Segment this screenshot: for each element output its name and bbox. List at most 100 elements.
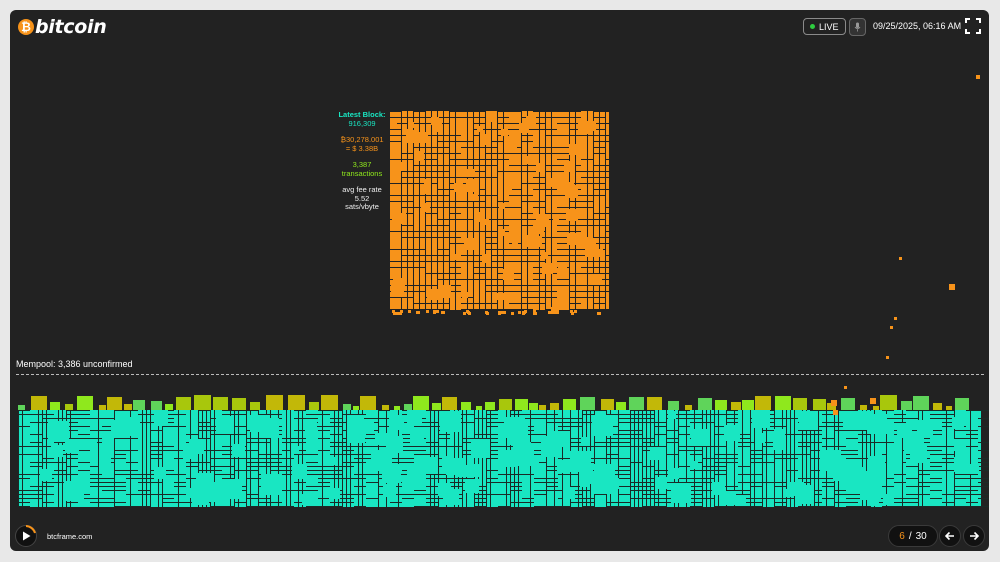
block-grid-line	[467, 111, 468, 310]
block-tx-square	[522, 235, 534, 247]
mempool-grid-line	[978, 486, 989, 487]
mempool-grid-line	[546, 418, 558, 419]
block-grid-line	[581, 273, 593, 274]
block-grid-line	[605, 243, 611, 244]
mempool-grid-line	[690, 498, 702, 499]
mempool-grid-line	[762, 498, 774, 499]
block-grid-line	[497, 249, 509, 250]
mempool-grid-line	[66, 418, 78, 419]
mempool-grid-line	[102, 502, 114, 503]
mempool-grid-line	[966, 474, 978, 475]
mempool-grid-line	[642, 410, 654, 411]
mempool-grid-line	[618, 430, 630, 431]
mempool-grid-line	[666, 442, 678, 443]
mempool-grid-line	[762, 430, 774, 431]
block-tx-square	[426, 310, 429, 313]
block-grid-line	[437, 123, 449, 124]
block-grid-line	[485, 159, 497, 160]
block-grid-line	[389, 111, 390, 310]
block-grid-line	[521, 153, 533, 154]
mempool-grid-line	[54, 418, 66, 419]
mempool-grid-line	[594, 458, 606, 459]
mempool-tx-square	[40, 469, 52, 481]
mempool-grid-line	[30, 442, 42, 443]
mempool-grid-line	[30, 434, 42, 435]
mempool-tx-high-fee	[213, 397, 228, 410]
site-url[interactable]: btcframe.com	[47, 532, 93, 541]
mempool-grid-line	[210, 458, 222, 459]
block-grid-line	[533, 117, 545, 118]
mempool-grid-line	[966, 502, 978, 503]
block-tx-square	[417, 311, 420, 314]
mempool-grid-line	[30, 486, 42, 487]
block-grid-line	[593, 195, 605, 196]
mempool-grid-line	[918, 482, 930, 483]
mempool-tx-square	[410, 431, 424, 445]
block-grid-line	[425, 225, 437, 226]
mempool-grid-line	[162, 426, 174, 427]
play-button[interactable]	[15, 525, 37, 547]
mempool-grid-line	[702, 490, 714, 491]
block-grid-line	[461, 201, 473, 202]
mempool-grid-line	[930, 414, 942, 415]
block-tx-square	[522, 312, 525, 315]
block-grid-line	[593, 171, 605, 172]
live-button[interactable]: LIVE	[803, 18, 846, 35]
mempool-grid-line	[306, 506, 318, 507]
block-grid-line	[497, 111, 498, 310]
mempool-grid-line	[330, 470, 342, 471]
block-grid-line	[557, 255, 569, 256]
block-grid-line	[605, 213, 611, 214]
mempool-grid-line	[810, 430, 822, 431]
block-grid-line	[533, 201, 545, 202]
mempool-grid-line	[618, 486, 630, 487]
mempool-grid-line	[942, 414, 954, 415]
block-tx-square	[563, 182, 574, 193]
mempool-grid-line	[630, 418, 642, 419]
mempool-tx-square	[833, 467, 847, 481]
mempool-grid-line	[42, 462, 54, 463]
block-tx-square	[431, 117, 439, 125]
mempool-grid-line	[942, 494, 954, 495]
block-grid-line	[401, 309, 413, 310]
mempool-grid-line	[750, 482, 762, 483]
block-grid-line	[449, 279, 461, 280]
mempool-grid-line	[426, 426, 438, 427]
mempool-grid-line	[966, 410, 978, 411]
mempool-grid-line	[618, 458, 630, 459]
block-tx-square	[463, 312, 466, 315]
block-grid-line	[605, 309, 611, 310]
block-grid-line	[557, 237, 569, 238]
next-block-button[interactable]	[963, 525, 985, 547]
mempool-grid-line	[654, 470, 666, 471]
block-tx-square	[575, 144, 586, 155]
block-grid-line	[509, 303, 521, 304]
block-grid-line	[605, 141, 611, 142]
block-tx-square	[390, 152, 397, 159]
block-grid-line	[413, 195, 425, 196]
block-grid-line	[569, 207, 581, 208]
block-grid-line	[425, 303, 437, 304]
block-grid-line	[425, 213, 437, 214]
mempool-grid-line	[30, 446, 42, 447]
mempool-grid-line	[318, 410, 330, 411]
mempool-tx-square	[853, 473, 870, 490]
mempool-grid-line	[30, 490, 42, 491]
mempool-tx-high-fee	[309, 402, 319, 410]
mempool-grid-line	[330, 474, 342, 475]
mempool-grid-line	[978, 466, 989, 467]
mempool-grid-line	[570, 486, 582, 487]
mempool-grid-line	[330, 422, 342, 423]
block-grid-line	[557, 213, 569, 214]
block-grid-line	[593, 219, 605, 220]
block-grid-line	[593, 303, 605, 304]
mempool-grid-line	[114, 486, 126, 487]
fullscreen-icon[interactable]	[965, 18, 981, 34]
mempool-grid-line	[318, 426, 330, 427]
mempool-grid-line	[510, 490, 522, 491]
bitcoin-coin-icon: ₿	[18, 19, 34, 35]
microphone-button[interactable]	[849, 18, 866, 36]
prev-block-button[interactable]	[939, 525, 961, 547]
mempool-tx-square	[795, 485, 814, 504]
mempool-grid-line	[210, 506, 222, 507]
